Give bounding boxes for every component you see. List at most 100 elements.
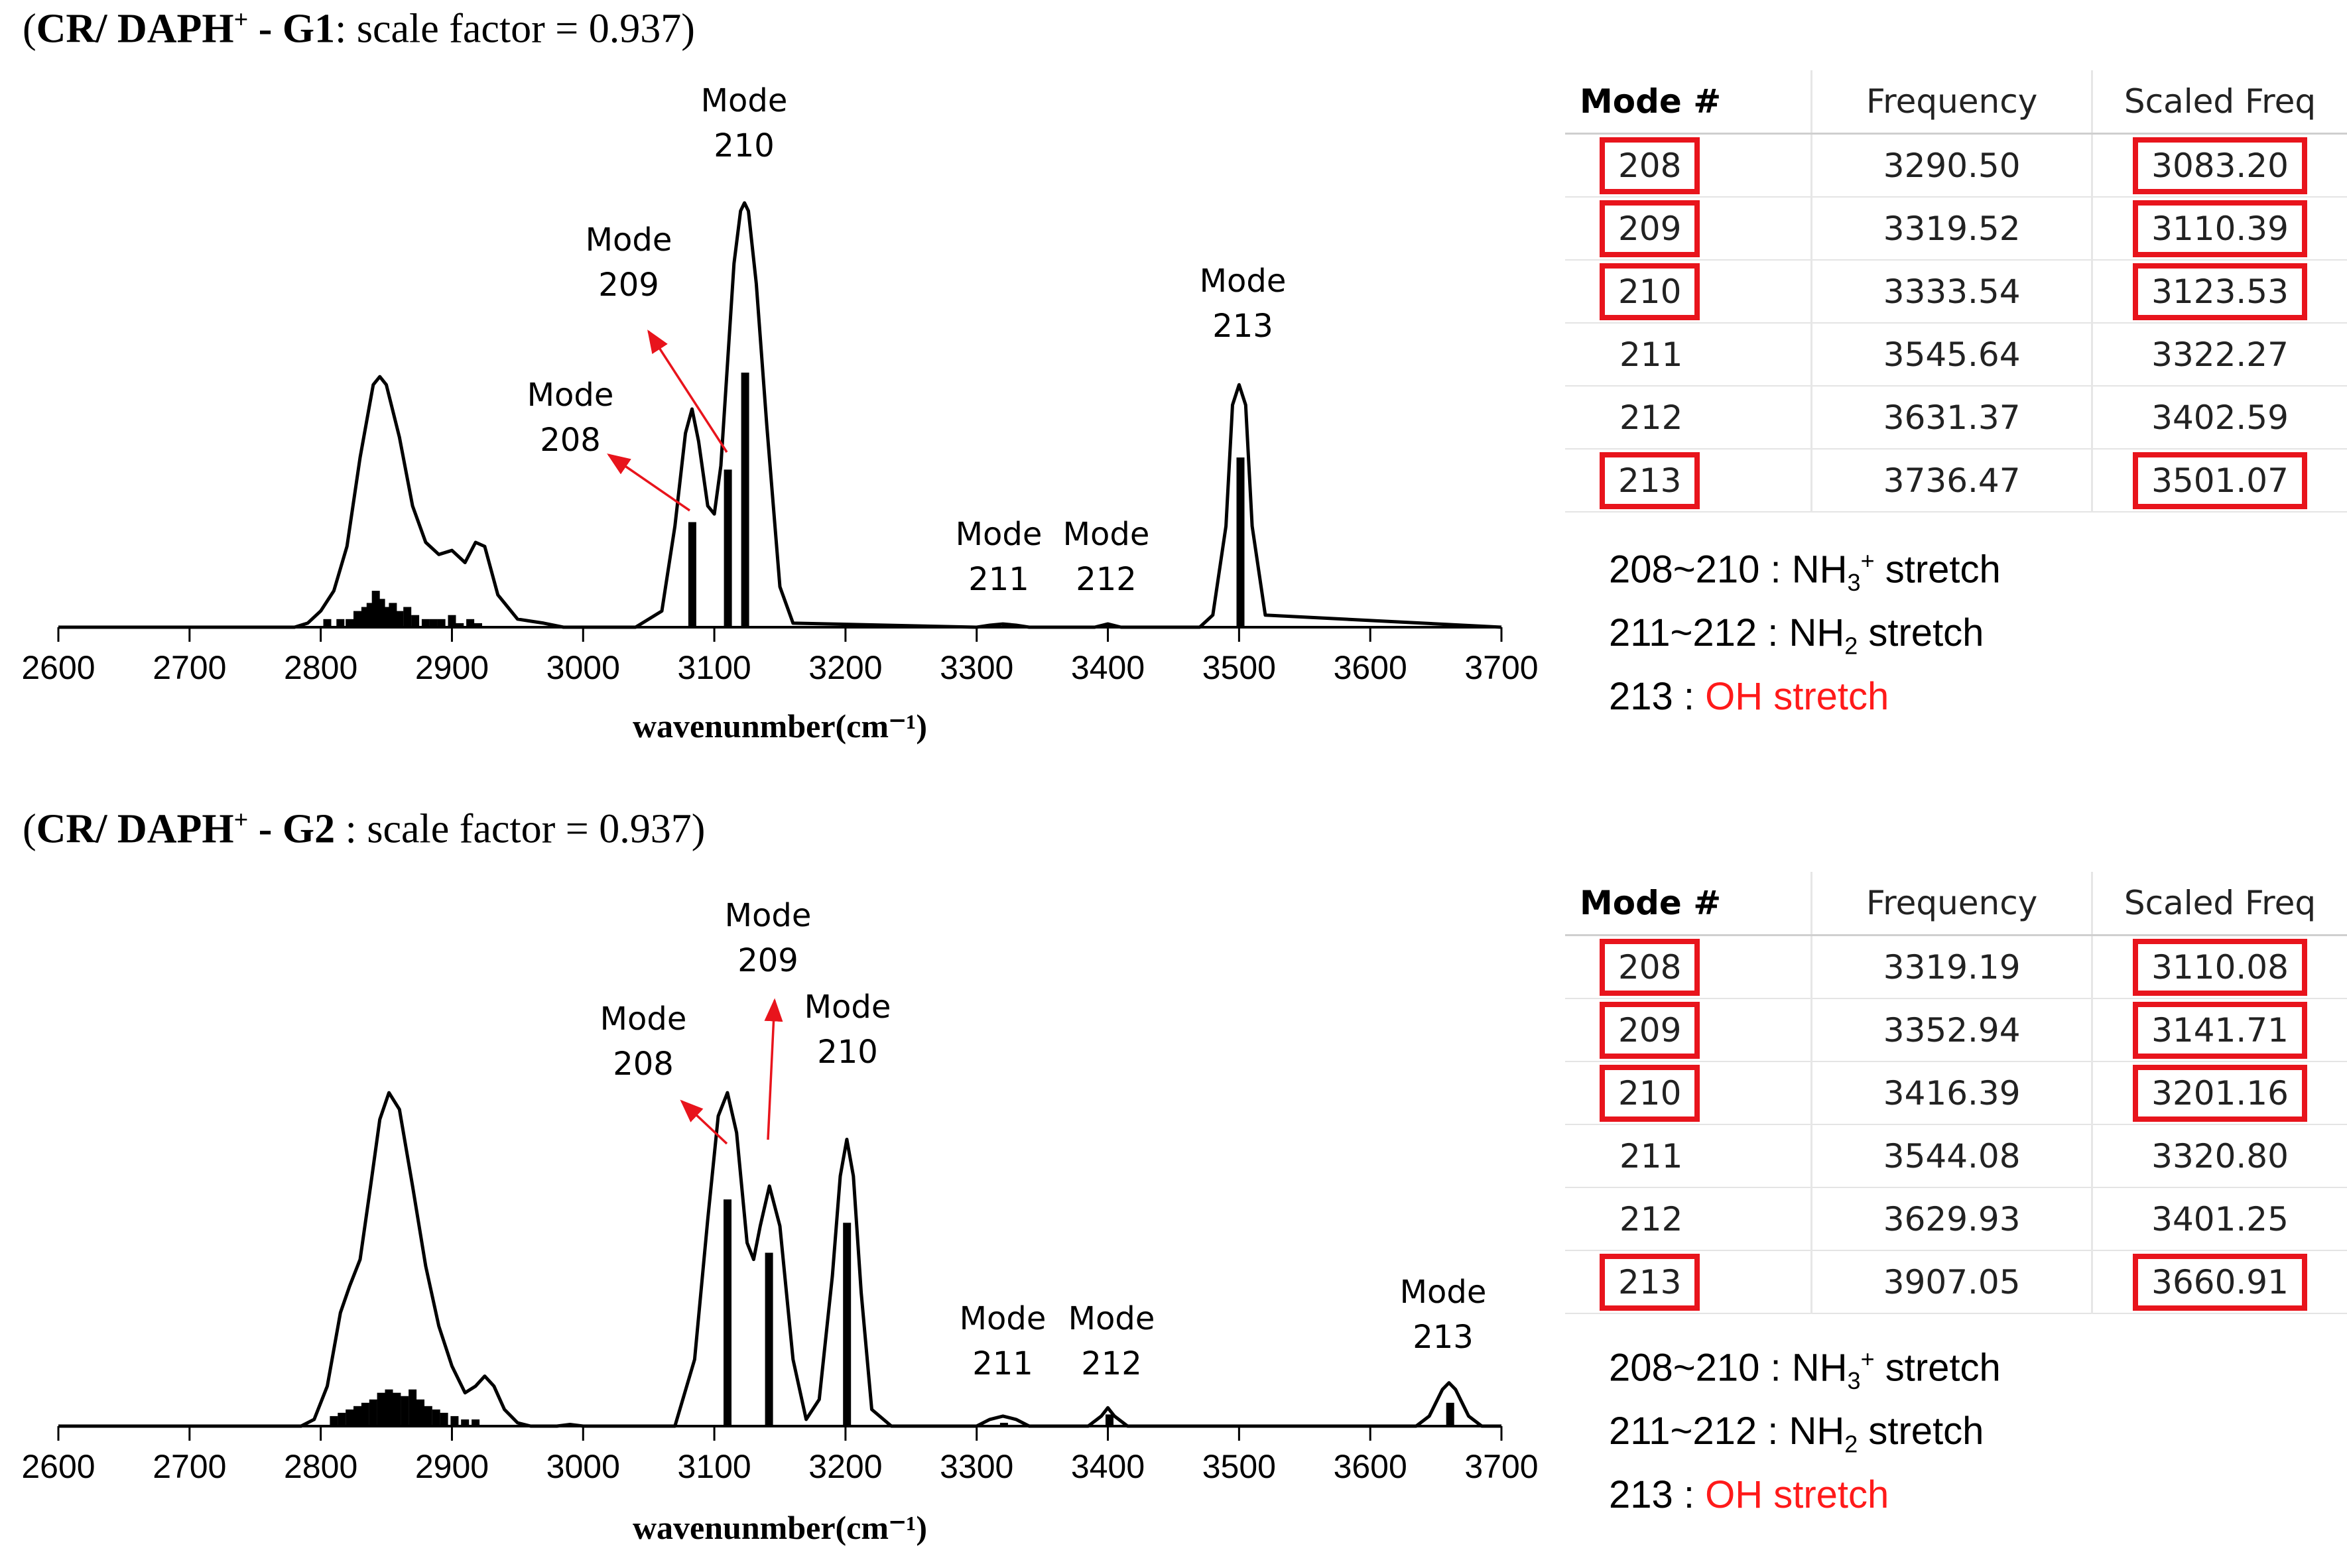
stick-bar: [346, 619, 354, 627]
stick-bar: [395, 611, 404, 627]
mode-cell-value: 209: [1600, 200, 1700, 257]
stick-bar: [474, 623, 482, 627]
x-tick-label: 2600: [21, 1448, 95, 1485]
table-row: 210 3333.54 3123.53: [1565, 260, 2347, 324]
x-tick-label: 2800: [284, 1448, 357, 1485]
stick-bar: [389, 603, 397, 627]
table-row: 213 3907.05 3660.91: [1565, 1250, 2347, 1314]
spectrum-chart-g2: 2600 2700 2800 2900 3000 3100 3200 3300 3400 3500…: [21, 897, 1538, 1546]
table-row: 211 3545.64 3322.27: [1565, 323, 2347, 387]
mode-212-label: Mode 212: [1063, 516, 1150, 598]
mode-213-label: Mode 213: [1200, 263, 1287, 345]
mode-table-g2: Mode # Frequency Scaled Freq 208 3319.19 3…: [1565, 872, 2347, 1314]
stick-bar: [385, 1389, 393, 1426]
stick-bar: [741, 373, 749, 627]
x-tick-label: 2900: [415, 649, 489, 686]
stick-bar: [765, 1252, 773, 1426]
mode-cell: 208: [1565, 935, 1812, 999]
x-tick-label: 3600: [1334, 1448, 1407, 1485]
stick-bar: [466, 619, 475, 627]
stick-bar: [330, 1416, 338, 1426]
mode-cell: 209: [1565, 998, 1812, 1062]
stick-bar: [377, 1392, 385, 1426]
x-tick-label: 2600: [21, 649, 95, 686]
x-tick-label: 3700: [1464, 649, 1538, 686]
stick-bar: [724, 469, 732, 627]
frequency-cell: 3333.54: [1810, 260, 2092, 324]
frequency-cell: 3907.05: [1810, 1250, 2092, 1314]
mode-210-label: Mode 210: [701, 82, 788, 164]
panel-title-g1: (CR/ DAPH+ - G1: scale factor = 0.937): [23, 6, 695, 52]
scaled-freq-cell: 3501.07: [2091, 449, 2347, 513]
scaled-freq-cell-value: 3402.59: [2151, 398, 2289, 437]
x-tick-label: 3500: [1202, 649, 1276, 686]
mode-209-arrow: [764, 998, 783, 1140]
col-header-scaled-freq: Scaled Freq: [2091, 70, 2347, 135]
table-row: 208 3319.19 3110.08: [1565, 935, 2347, 999]
table-row: 213 3736.47 3501.07: [1565, 449, 2347, 513]
frequency-cell: 3319.52: [1810, 197, 2092, 261]
mode-212-label: Mode 212: [1068, 1300, 1155, 1382]
col-header-frequency: Frequency: [1810, 70, 2092, 135]
scaled-freq-cell-value: 3110.08: [2133, 938, 2307, 996]
stick-bar: [999, 1423, 1008, 1426]
scaled-freq-cell-value: 3201.16: [2133, 1064, 2307, 1122]
stick-bar: [409, 1389, 417, 1426]
x-axis-label: wavenunmber(cm⁻¹): [633, 1509, 927, 1546]
frequency-cell-value: 3416.39: [1883, 1073, 2021, 1113]
mode-cell-value: 213: [1600, 452, 1700, 509]
frequency-cell: 3629.93: [1810, 1187, 2092, 1251]
mode-cell: 210: [1565, 1061, 1812, 1125]
stick-bar: [338, 1412, 346, 1426]
col-header-scaled-freq: Scaled Freq: [2091, 872, 2347, 936]
stick-bar: [393, 1392, 401, 1426]
mode-cell-value: 211: [1619, 335, 1683, 374]
frequency-cell: 3319.19: [1810, 935, 2092, 999]
scaled-freq-cell: 3110.08: [2091, 935, 2347, 999]
stick-bar: [336, 619, 345, 627]
frequency-cell-value: 3907.05: [1883, 1262, 2021, 1301]
panel-title-g2: (CR/ DAPH+ - G2 : scale factor = 0.937): [23, 806, 706, 852]
x-tick-label: 3400: [1071, 649, 1145, 686]
frequency-cell: 3545.64: [1810, 323, 2092, 387]
assignment-legend-g2: 208~210 : NH3+ stretch 211~212 : NH2 str…: [1609, 1334, 2001, 1520]
stick-bar: [416, 1399, 424, 1426]
mode-210-label: Mode 210: [804, 989, 891, 1071]
mode-cell: 210: [1565, 260, 1812, 324]
stick-bar: [401, 1396, 409, 1426]
x-tick-label: 2900: [415, 1448, 489, 1485]
stick-bar: [843, 1223, 852, 1426]
scaled-freq-cell-value: 3322.27: [2151, 335, 2289, 374]
scaled-freq-cell: 3083.20: [2091, 133, 2347, 198]
scaled-freq-cell: 3110.39: [2091, 197, 2347, 261]
x-tick-label: 3300: [940, 649, 1013, 686]
stick-bar: [346, 1409, 354, 1426]
mode-cell: 211: [1565, 323, 1812, 387]
stick-bar: [411, 615, 420, 627]
x-axis-label: wavenunmber(cm⁻¹): [633, 707, 927, 745]
mode-208-label: Mode 208: [527, 377, 614, 459]
frequency-cell-value: 3544.08: [1883, 1136, 2021, 1176]
scaled-freq-cell-value: 3110.39: [2133, 200, 2307, 257]
mode-cell-value: 208: [1600, 938, 1700, 996]
mode-cell: 213: [1565, 449, 1812, 513]
x-tick-label: 3400: [1071, 1448, 1145, 1485]
stick-bar: [361, 1402, 369, 1426]
scaled-freq-cell-value: 3320.80: [2151, 1136, 2289, 1176]
col-header-frequency: Frequency: [1810, 872, 2092, 936]
scaled-freq-cell-value: 3141.71: [2133, 1001, 2307, 1059]
scaled-freq-cell-value: 3660.91: [2133, 1253, 2307, 1311]
stick-bar: [724, 1199, 731, 1426]
legend-line-nh2: 211~212 : NH2 stretch: [1609, 1409, 1984, 1458]
legend-line-nh3: 208~210 : NH3+ stretch: [1609, 1345, 2001, 1394]
x-tick-label: 3000: [546, 1448, 620, 1485]
table-row: 212 3631.37 3402.59: [1565, 386, 2347, 450]
frequency-cell-value: 3319.19: [1883, 947, 2021, 987]
mode-208-arrow: [680, 1099, 728, 1145]
frequency-cell: 3544.08: [1810, 1124, 2092, 1188]
stick-bar: [353, 611, 361, 627]
spectrum-chart-g1: 2600 2700 2800 2900 3000 3100 3200 3300 3400 3500…: [21, 82, 1538, 745]
legend-line-oh: 213 : OH stretch: [1609, 674, 1889, 718]
frequency-cell-value: 3631.37: [1883, 398, 2021, 437]
stick-bar: [323, 619, 332, 627]
